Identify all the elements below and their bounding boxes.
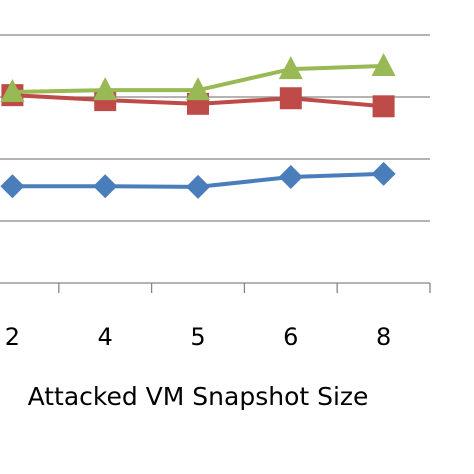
point <box>93 77 118 101</box>
x-tick-label: 4 <box>98 323 113 351</box>
point <box>371 53 396 76</box>
point <box>278 56 303 80</box>
x-tick-label: 8 <box>376 323 391 351</box>
point <box>186 77 210 101</box>
x-tick-label: 5 <box>190 323 205 351</box>
point <box>372 95 395 118</box>
point <box>279 87 302 110</box>
point <box>186 174 210 199</box>
x-axis-title: Attacked VM Snapshot Size <box>28 382 369 411</box>
point <box>371 161 396 186</box>
point <box>278 164 303 189</box>
x-tick-label: 2 <box>5 323 20 351</box>
point <box>93 174 118 199</box>
point <box>0 79 25 103</box>
x-tick-label: 6 <box>283 323 298 351</box>
point <box>0 174 25 199</box>
